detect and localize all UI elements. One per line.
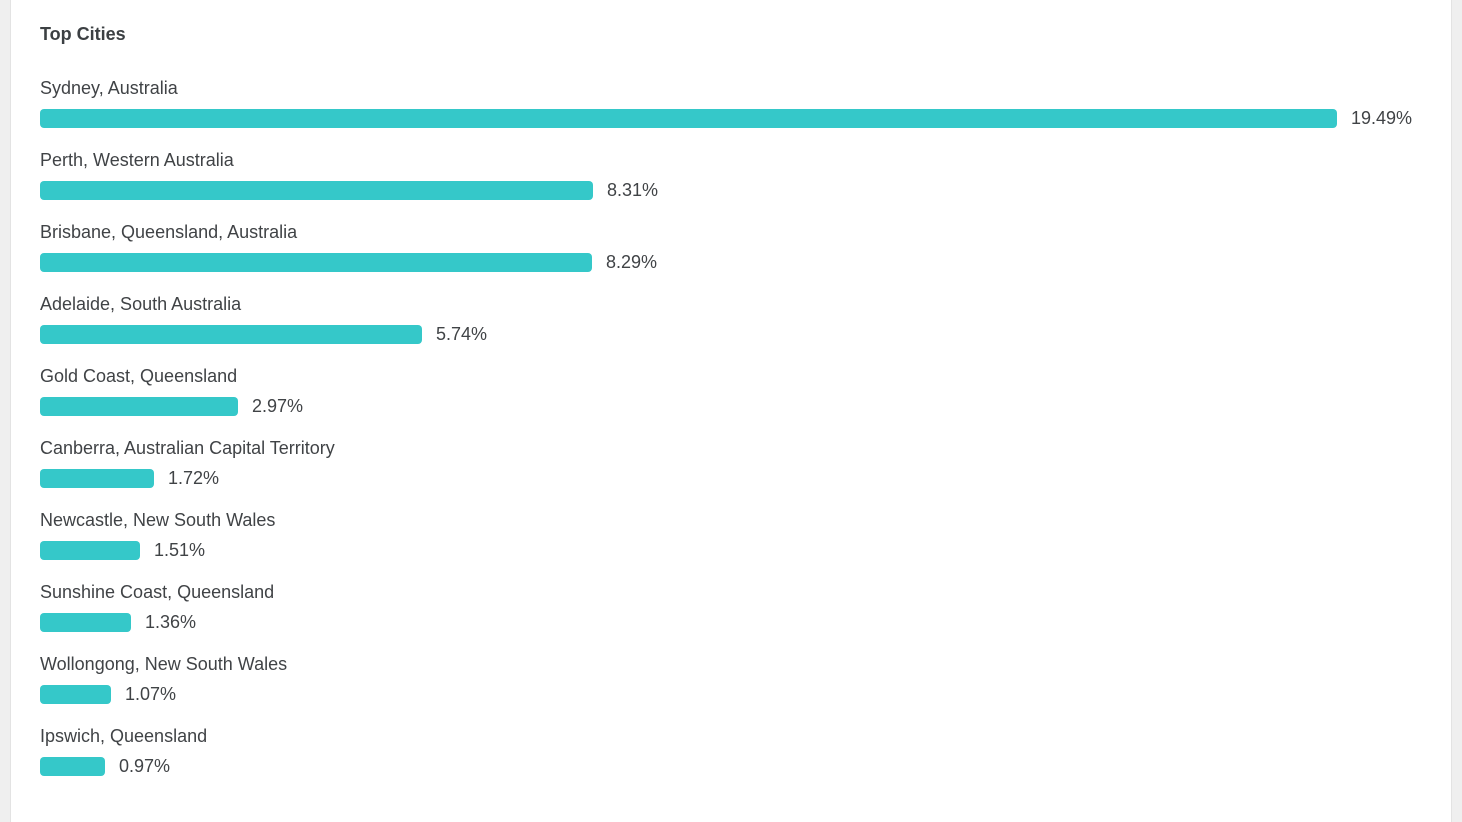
city-bar [40, 613, 131, 632]
city-bar [40, 253, 592, 272]
city-value: 2.97% [252, 396, 304, 416]
city-bar-row: Ipswich, Queensland 0.97% [40, 726, 1422, 776]
city-value: 5.74% [436, 324, 488, 344]
city-value: 19.49% [1351, 108, 1413, 128]
city-bar-list: Sydney, Australia 19.49% Perth, Western … [40, 78, 1422, 776]
city-value: 1.36% [145, 612, 197, 632]
city-bar [40, 397, 238, 416]
city-bar [40, 181, 593, 200]
city-bar-row: Canberra, Australian Capital Territory 1… [40, 438, 1422, 488]
city-label: Sunshine Coast, Queensland [40, 582, 275, 602]
city-bar-line: 19.49% [40, 109, 1422, 128]
city-label: Adelaide, South Australia [40, 294, 242, 314]
city-value: 1.07% [125, 684, 177, 704]
city-bar-line: 8.29% [40, 253, 1422, 272]
city-bar-line: 5.74% [40, 325, 1422, 344]
city-bar [40, 541, 140, 560]
city-bar-line: 1.72% [40, 469, 1422, 488]
city-label: Ipswich, Queensland [40, 726, 208, 746]
city-bar [40, 109, 1337, 128]
city-bar [40, 325, 422, 344]
city-bar [40, 757, 105, 776]
city-bar [40, 685, 111, 704]
city-bar-row: Brisbane, Queensland, Australia 8.29% [40, 222, 1422, 272]
city-label: Canberra, Australian Capital Territory [40, 438, 335, 458]
city-bar-line: 1.51% [40, 541, 1422, 560]
city-label: Newcastle, New South Wales [40, 510, 276, 530]
city-label: Brisbane, Queensland, Australia [40, 222, 298, 242]
city-value: 1.72% [168, 468, 220, 488]
city-bar-row: Sunshine Coast, Queensland 1.36% [40, 582, 1422, 632]
city-label: Sydney, Australia [40, 78, 178, 98]
chart-title: Top Cities [40, 24, 126, 44]
city-bar-row: Gold Coast, Queensland 2.97% [40, 366, 1422, 416]
city-bar-line: 1.07% [40, 685, 1422, 704]
city-bar [40, 469, 154, 488]
city-label: Perth, Western Australia [40, 150, 234, 170]
city-bar-line: 1.36% [40, 613, 1422, 632]
city-bar-row: Newcastle, New South Wales 1.51% [40, 510, 1422, 560]
city-bar-line: 2.97% [40, 397, 1422, 416]
city-value: 8.31% [607, 180, 659, 200]
city-bar-row: Adelaide, South Australia 5.74% [40, 294, 1422, 344]
city-bar-line: 8.31% [40, 181, 1422, 200]
city-bar-line: 0.97% [40, 757, 1422, 776]
city-bar-row: Perth, Western Australia 8.31% [40, 150, 1422, 200]
top-cities-card: Top Cities Sydney, Australia 19.49% Pert… [10, 0, 1452, 822]
city-value: 0.97% [119, 756, 171, 776]
city-value: 1.51% [154, 540, 206, 560]
city-label: Gold Coast, Queensland [40, 366, 238, 386]
city-bar-row: Sydney, Australia 19.49% [40, 78, 1422, 128]
city-bar-row: Wollongong, New South Wales 1.07% [40, 654, 1422, 704]
city-value: 8.29% [606, 252, 658, 272]
city-label: Wollongong, New South Wales [40, 654, 288, 674]
